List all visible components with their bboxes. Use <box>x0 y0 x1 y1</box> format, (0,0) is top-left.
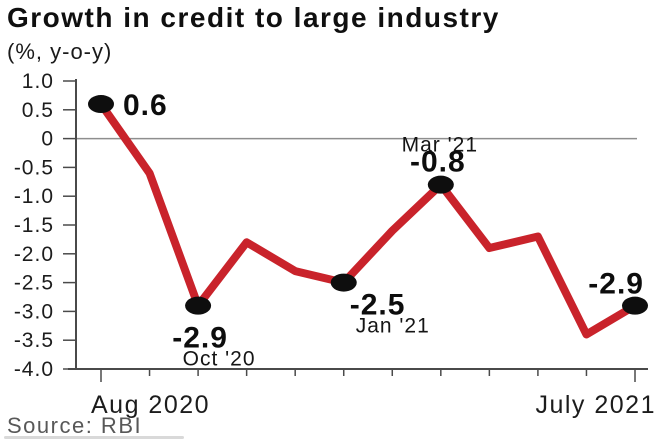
x-axis-label: Aug 2020 <box>91 391 210 419</box>
point-value-label: -2.9 <box>588 268 644 301</box>
point-value-label: -0.8 <box>410 146 466 179</box>
y-axis-tick-label: -4.0 <box>14 358 54 381</box>
y-axis-tick-label: -3.0 <box>14 300 54 323</box>
y-axis-tick-label: -2.5 <box>14 272 54 295</box>
y-axis-tick-label: -3.5 <box>14 329 54 352</box>
y-axis-tick-label: -0.5 <box>14 156 54 179</box>
data-point-marker <box>622 296 648 315</box>
credit-growth-line <box>97 100 639 339</box>
chart-subtitle: (%, y-o-y) <box>7 39 113 64</box>
cropped-text-artifact <box>4 436 184 439</box>
point-value-label: -2.5 <box>350 289 406 322</box>
data-point-marker <box>185 296 212 315</box>
point-value-label: -2.9 <box>172 322 228 355</box>
y-axis-tick-label: -1.5 <box>14 214 54 237</box>
point-value-label: 0.6 <box>123 89 168 122</box>
y-axis-tick-label: 0 <box>41 128 54 151</box>
data-point-marker <box>88 95 114 114</box>
source-text: Source: RBI <box>7 413 143 438</box>
data-point-marker <box>427 175 454 194</box>
point-date-label: Mar '21 <box>402 134 478 157</box>
point-date-label: Oct '20 <box>183 348 256 371</box>
y-axis-tick-label: 1.0 <box>22 70 54 93</box>
y-axis-tick-label: -2.0 <box>14 243 54 266</box>
point-date-label: Jan '21 <box>356 315 430 338</box>
y-axis-tick-label: -1.0 <box>14 185 54 208</box>
page-title: Growth in credit to large industry <box>7 2 500 33</box>
y-axis-tick-label: 0.5 <box>22 99 54 122</box>
x-axis-label: July 2021 <box>535 391 656 419</box>
data-point-marker <box>330 273 357 292</box>
